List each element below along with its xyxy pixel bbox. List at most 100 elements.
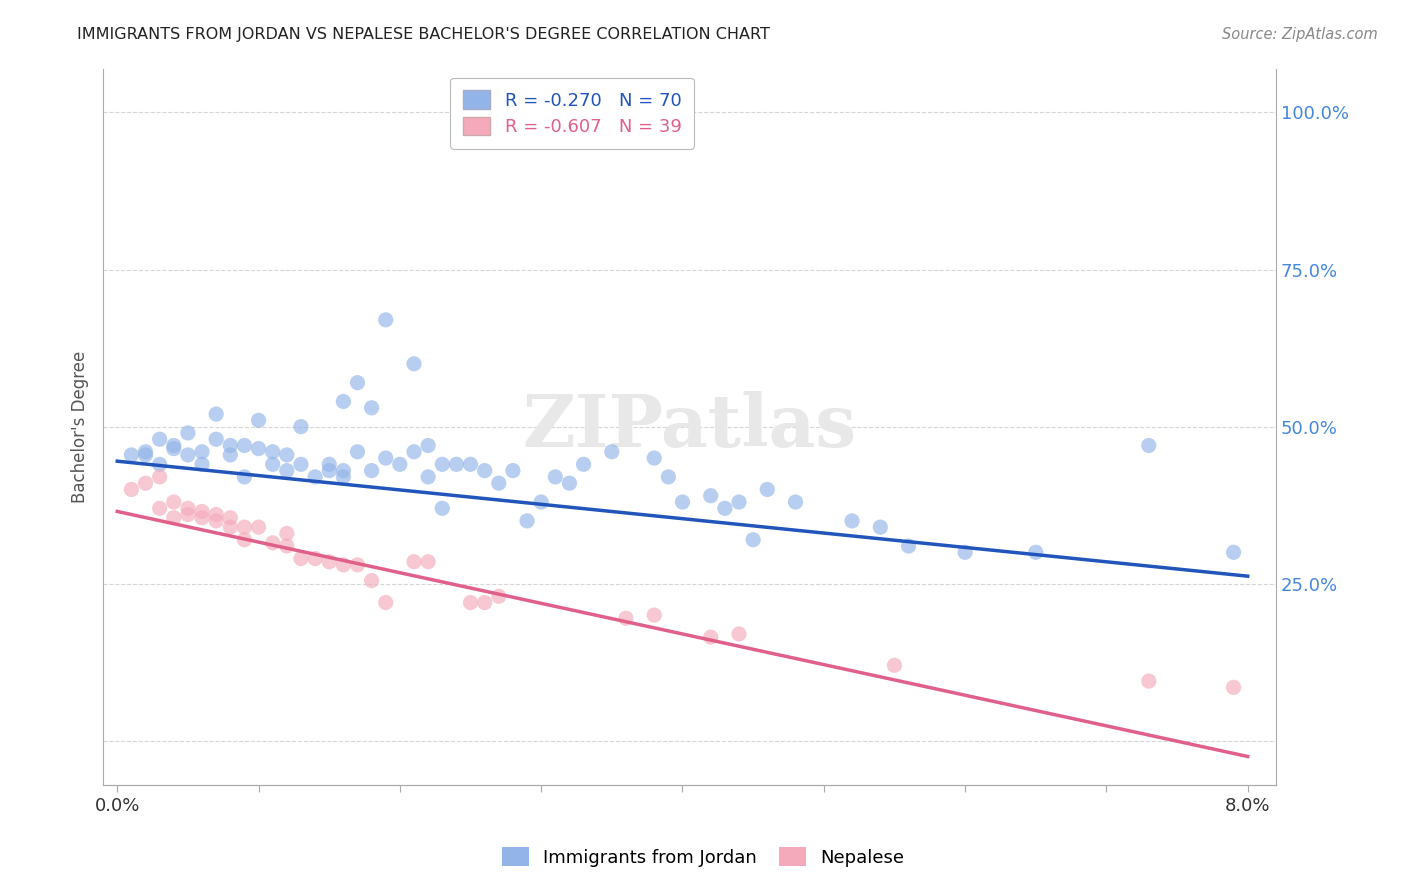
Point bbox=[262, 536, 284, 550]
Point bbox=[163, 510, 186, 524]
Point bbox=[841, 514, 863, 528]
Point bbox=[502, 464, 524, 478]
Point bbox=[1025, 545, 1047, 559]
Point bbox=[304, 551, 326, 566]
Point bbox=[360, 574, 382, 588]
Point bbox=[177, 448, 200, 462]
Point bbox=[346, 558, 368, 572]
Point bbox=[134, 476, 156, 491]
Point bbox=[290, 551, 312, 566]
Point bbox=[643, 608, 665, 623]
Point bbox=[149, 501, 172, 516]
Point bbox=[374, 313, 396, 327]
Point bbox=[374, 596, 396, 610]
Point bbox=[120, 483, 142, 497]
Legend: Immigrants from Jordan, Nepalese: Immigrants from Jordan, Nepalese bbox=[495, 840, 911, 874]
Point bbox=[134, 444, 156, 458]
Point bbox=[318, 464, 340, 478]
Point bbox=[488, 589, 510, 603]
Point bbox=[233, 520, 256, 534]
Point bbox=[614, 611, 637, 625]
Point bbox=[177, 501, 200, 516]
Point bbox=[460, 458, 482, 472]
Text: IMMIGRANTS FROM JORDAN VS NEPALESE BACHELOR'S DEGREE CORRELATION CHART: IMMIGRANTS FROM JORDAN VS NEPALESE BACHE… bbox=[77, 27, 770, 42]
Point bbox=[332, 558, 354, 572]
Point bbox=[219, 448, 242, 462]
Point bbox=[742, 533, 765, 547]
Point bbox=[191, 504, 214, 518]
Point bbox=[191, 444, 214, 458]
Point bbox=[530, 495, 553, 509]
Point bbox=[897, 539, 920, 553]
Point bbox=[120, 448, 142, 462]
Point bbox=[191, 458, 214, 472]
Point bbox=[671, 495, 693, 509]
Point bbox=[460, 596, 482, 610]
Point bbox=[600, 444, 623, 458]
Point bbox=[276, 464, 298, 478]
Point bbox=[332, 394, 354, 409]
Point bbox=[177, 508, 200, 522]
Point bbox=[177, 425, 200, 440]
Point bbox=[360, 464, 382, 478]
Point bbox=[149, 432, 172, 446]
Point bbox=[219, 438, 242, 452]
Text: ZIPatlas: ZIPatlas bbox=[523, 391, 856, 462]
Point bbox=[163, 438, 186, 452]
Point bbox=[643, 451, 665, 466]
Point bbox=[233, 533, 256, 547]
Point bbox=[205, 432, 228, 446]
Point bbox=[418, 470, 440, 484]
Point bbox=[432, 501, 454, 516]
Point bbox=[474, 464, 496, 478]
Point bbox=[728, 495, 751, 509]
Point bbox=[346, 444, 368, 458]
Y-axis label: Bachelor's Degree: Bachelor's Degree bbox=[72, 351, 89, 503]
Point bbox=[219, 520, 242, 534]
Point bbox=[262, 458, 284, 472]
Point bbox=[1222, 545, 1244, 559]
Point bbox=[332, 470, 354, 484]
Point bbox=[728, 627, 751, 641]
Point bbox=[332, 464, 354, 478]
Point bbox=[149, 458, 172, 472]
Point bbox=[418, 555, 440, 569]
Point bbox=[544, 470, 567, 484]
Point bbox=[205, 514, 228, 528]
Point bbox=[290, 458, 312, 472]
Point bbox=[418, 438, 440, 452]
Point bbox=[446, 458, 468, 472]
Point bbox=[205, 407, 228, 421]
Point bbox=[163, 442, 186, 456]
Point bbox=[714, 501, 737, 516]
Point bbox=[290, 419, 312, 434]
Point bbox=[276, 539, 298, 553]
Point bbox=[402, 357, 425, 371]
Point bbox=[205, 508, 228, 522]
Point bbox=[191, 510, 214, 524]
Point bbox=[402, 555, 425, 569]
Point bbox=[346, 376, 368, 390]
Point bbox=[1137, 674, 1160, 689]
Point bbox=[388, 458, 411, 472]
Point bbox=[432, 458, 454, 472]
Point bbox=[247, 520, 270, 534]
Legend: R = -0.270   N = 70, R = -0.607   N = 39: R = -0.270 N = 70, R = -0.607 N = 39 bbox=[450, 78, 695, 149]
Point bbox=[247, 442, 270, 456]
Point bbox=[374, 451, 396, 466]
Point bbox=[304, 470, 326, 484]
Point bbox=[402, 444, 425, 458]
Point bbox=[276, 448, 298, 462]
Point bbox=[869, 520, 891, 534]
Point bbox=[163, 495, 186, 509]
Point bbox=[318, 458, 340, 472]
Point bbox=[657, 470, 679, 484]
Point bbox=[247, 413, 270, 427]
Point bbox=[488, 476, 510, 491]
Text: Source: ZipAtlas.com: Source: ZipAtlas.com bbox=[1222, 27, 1378, 42]
Point bbox=[572, 458, 595, 472]
Point bbox=[516, 514, 538, 528]
Point bbox=[276, 526, 298, 541]
Point bbox=[953, 545, 976, 559]
Point bbox=[262, 444, 284, 458]
